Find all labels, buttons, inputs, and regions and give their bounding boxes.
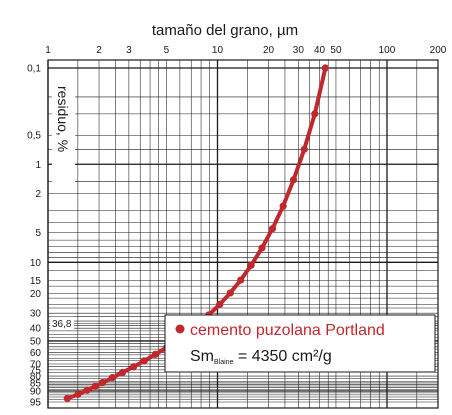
y-tick-label: 95: [30, 398, 42, 409]
data-point: [151, 350, 159, 358]
data-point: [91, 382, 99, 391]
data-point: [279, 202, 287, 210]
data-point: [83, 386, 91, 394]
x-tick-labels: 1 2 3 5 10 20 30 40 50 100 200: [45, 45, 447, 56]
legend-annotation: SmBlaine = 4350 cm²/g: [190, 348, 332, 366]
legend-annotation-prefix: Sm: [190, 348, 214, 365]
x-tick-label: 10: [212, 45, 224, 56]
reference-marker: 36,8: [50, 316, 74, 330]
y-tick-label: 2: [35, 189, 41, 200]
legend-annotation-subscript: Blaine: [214, 359, 234, 366]
y-tick-label: 85: [30, 378, 42, 389]
data-point: [118, 368, 127, 377]
y-tick-label: 1: [35, 160, 41, 171]
legend: cemento puzolana Portland SmBlaine = 435…: [164, 314, 436, 373]
x-tick-label: 50: [330, 45, 342, 56]
y-tick-label: 40: [30, 324, 42, 335]
data-point: [63, 394, 71, 403]
data-point: [258, 244, 266, 252]
y-tick-label: 30: [30, 309, 42, 320]
x-tick-label: 200: [430, 45, 447, 56]
data-point: [216, 300, 224, 309]
y-tick-label: 50: [30, 336, 42, 347]
data-point: [108, 374, 117, 382]
data-point: [247, 261, 255, 269]
x-tick-label: 2: [96, 45, 102, 56]
y-tick-label: 60: [30, 348, 42, 359]
reference-marker-label: 36,8: [52, 319, 72, 330]
y-axis-label: residuo, %: [55, 86, 71, 152]
y-tick-label: 75: [30, 365, 42, 376]
legend-marker: [175, 324, 185, 334]
y-tick-label: 80: [30, 372, 42, 383]
chart-title: tamaño del grano, µm: [152, 22, 298, 39]
data-point: [74, 390, 82, 399]
y-tick-label: 90: [30, 387, 42, 398]
data-point: [130, 363, 138, 371]
y-tick-label: 70: [30, 359, 42, 370]
data-point: [140, 357, 148, 365]
legend-annotation-value: = 4350 cm²/g: [233, 348, 331, 365]
x-tick-label: 20: [263, 45, 275, 56]
x-tick-label: 3: [126, 45, 132, 56]
data-point: [311, 110, 319, 118]
x-tick-label: 100: [379, 45, 396, 56]
y-tick-label: 20: [30, 289, 42, 300]
data-point: [226, 289, 234, 297]
data-point: [289, 176, 298, 184]
plot-frame: [47, 59, 439, 409]
y-axis-label-box: residuo, %: [52, 80, 75, 188]
data-point: [321, 64, 329, 72]
x-tick-label: 5: [164, 45, 170, 56]
y-tick-label: 5: [35, 228, 41, 239]
y-tick-label: 0,1: [27, 64, 41, 75]
data-point: [268, 225, 277, 233]
x-tick-label: 40: [314, 45, 326, 56]
data-point: [99, 378, 107, 387]
legend-series-label: cemento puzolana Portland: [190, 322, 385, 339]
data-point: [300, 145, 308, 153]
y-tick-label: 15: [30, 276, 42, 287]
y-tick-label: 0,5: [27, 131, 41, 142]
x-tick-label: 1: [45, 45, 51, 56]
x-tick-label: 30: [293, 45, 305, 56]
y-tick-label: 10: [30, 258, 42, 269]
data-point: [237, 276, 245, 284]
